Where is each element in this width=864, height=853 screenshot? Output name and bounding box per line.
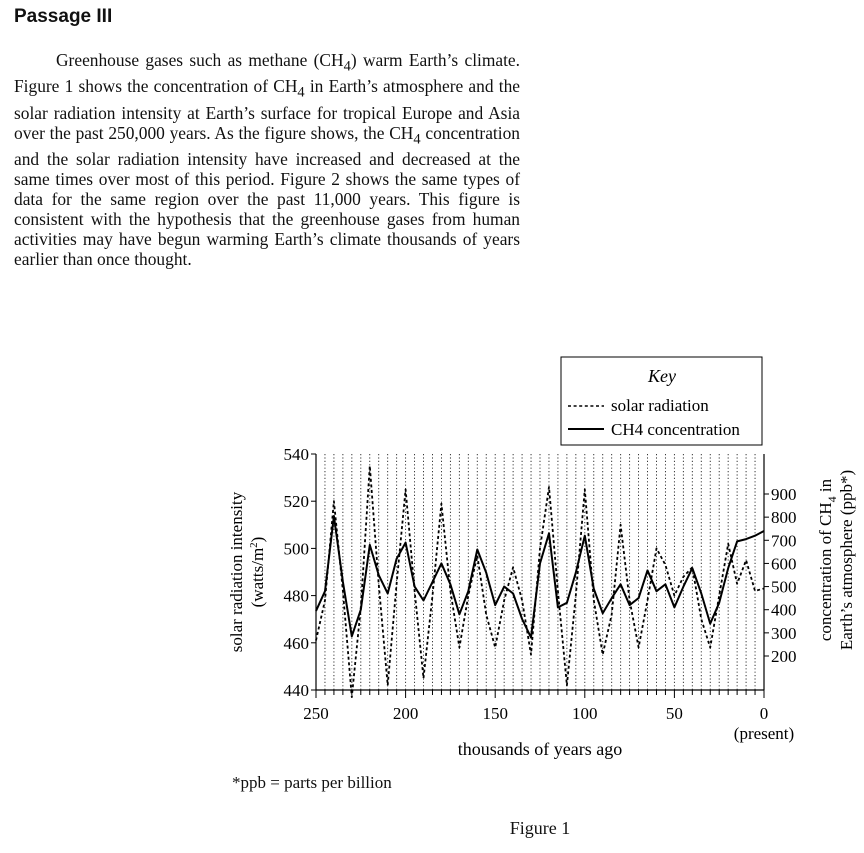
passage-part-2: ) warm Earth’s climate. Figure 1 shows t… (14, 50, 521, 97)
y-left-tick-label: 500 (284, 539, 310, 558)
x-tick-label: 0 (760, 704, 769, 723)
y-right-tick-label: 900 (771, 485, 797, 504)
y-left-tick-label: 520 (284, 492, 310, 511)
x-tick-label: 250 (303, 704, 329, 723)
y-right-title: concentration of CH4 in (816, 478, 839, 641)
series-solar-radiation-line (315, 464, 765, 698)
x-tick-label: 100 (572, 704, 598, 723)
y-right-tick-label: 700 (771, 531, 797, 550)
y-right-tick-label: 600 (771, 554, 797, 573)
series-layer (315, 464, 765, 698)
x-present-label: (present) (734, 724, 794, 743)
y-left-tick-label: 440 (284, 681, 310, 700)
passage-part-1: Greenhouse gases such as methane (CH (56, 50, 344, 70)
y-left-tick-label: 480 (284, 587, 310, 606)
series-ch4-line (315, 515, 765, 639)
y-right-tick-label: 500 (771, 578, 797, 597)
y-left-unit-sup: 2 (248, 542, 260, 548)
legend-box (560, 356, 763, 446)
y-right-tick-label: 400 (771, 601, 797, 620)
y-right-tick-label: 800 (771, 508, 797, 527)
ch4-subscript: 4 (297, 84, 305, 101)
legend-solar-label: solar radiation (611, 396, 709, 415)
y-right-tick-label: 300 (771, 624, 797, 643)
passage-part-4: concentration and the solar radiation in… (14, 122, 520, 270)
y-right-title-sub: 4 (825, 496, 839, 502)
ch4-subscript: 4 (413, 131, 421, 148)
x-tick-label: 150 (482, 704, 508, 723)
legend-ch4-label: CH4 concentration (611, 420, 740, 439)
y-left-title: solar radiation intensity (227, 491, 246, 652)
y-left-unit-a: (watts/m (248, 548, 267, 608)
figure-caption: Figure 1 (509, 818, 571, 838)
chart-axes: 4404604805005205402003004005006007008009… (284, 445, 797, 723)
ch4-subscript: 4 (343, 58, 351, 75)
legend-title: Key (647, 366, 676, 386)
chart-legend: Key solar radiation CH4 concentration (560, 356, 763, 446)
y-left-unit-b: ) (248, 537, 267, 543)
y-left-unit: (watts/m2) (248, 537, 267, 608)
y-right-title-a: concentration of CH (816, 502, 835, 641)
y-right-tick-label: 200 (771, 647, 797, 666)
x-tick-label: 50 (666, 704, 683, 723)
x-axis-title: thousands of years ago (458, 739, 622, 759)
x-tick-label: 200 (393, 704, 419, 723)
footnote: *ppb = parts per billion (232, 773, 392, 792)
passage-text: Greenhouse gases such as methane (CH4) w… (14, 50, 520, 269)
y-left-tick-label: 540 (284, 445, 310, 464)
y-right-title-b: in (816, 478, 835, 496)
y-right-title-line2: Earth’s atmosphere (ppb*) (837, 470, 856, 650)
passage-part-3: in Earth’s atmosphere and the solar radi… (14, 76, 520, 143)
y-left-tick-label: 460 (284, 634, 310, 653)
axis-labels: thousands of years ago (present) solar r… (227, 470, 856, 759)
passage-heading: Passage III (14, 6, 113, 27)
